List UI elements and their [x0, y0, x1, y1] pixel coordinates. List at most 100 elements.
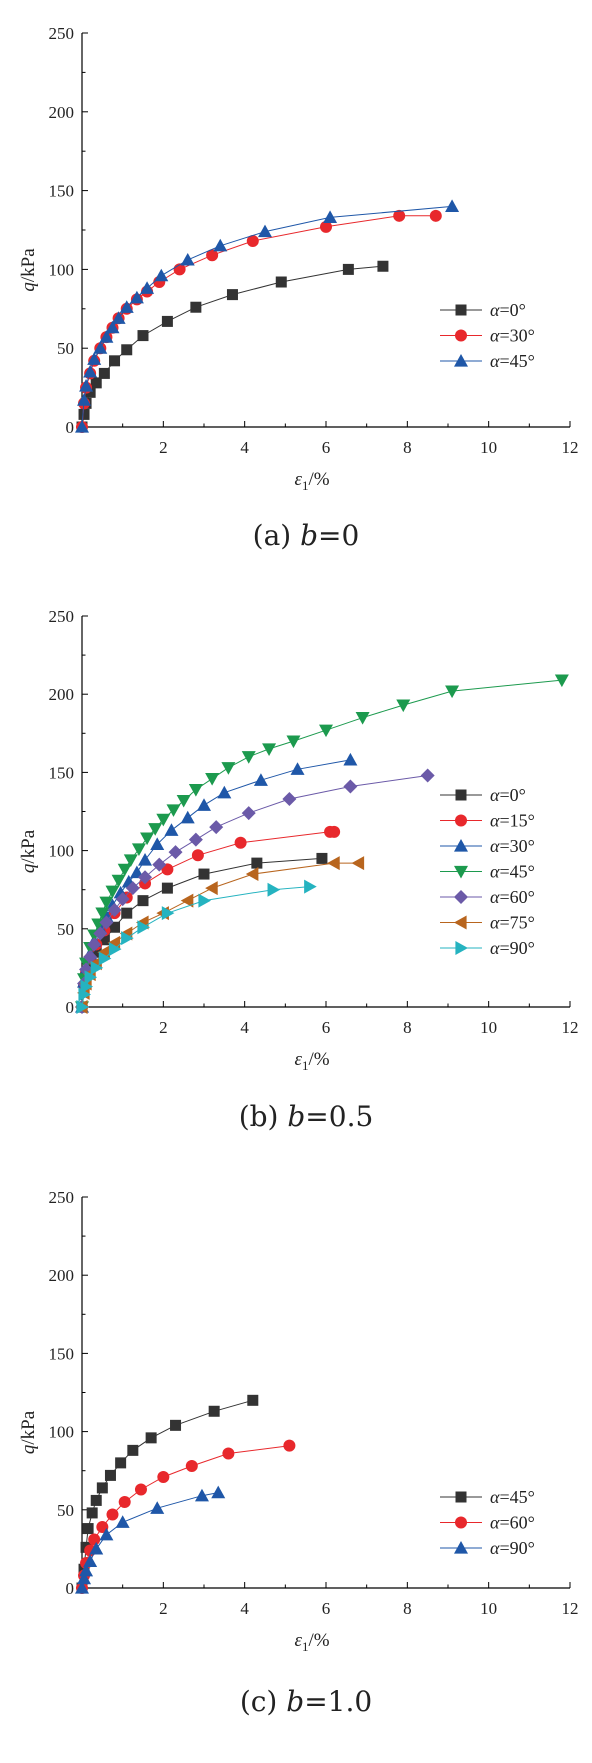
y-tick-label: 100: [49, 842, 75, 861]
data-point: [115, 1457, 127, 1469]
data-point: [137, 920, 150, 935]
x-tick-label: 8: [403, 1018, 412, 1037]
series-1: [76, 209, 442, 433]
data-point: [226, 289, 238, 301]
data-point: [241, 751, 256, 764]
data-point: [111, 874, 126, 888]
data-point: [105, 320, 120, 334]
data-point: [168, 845, 183, 860]
data-point: [76, 1000, 89, 1014]
data-point: [108, 942, 122, 957]
data-point: [90, 960, 104, 975]
y-tick-label: 0: [66, 1579, 75, 1598]
data-point: [78, 408, 90, 420]
data-point: [75, 420, 89, 433]
series-4: [75, 768, 435, 1014]
data-point: [245, 867, 259, 882]
data-point: [106, 1508, 119, 1521]
x-tick-label: 4: [240, 1599, 249, 1618]
series-6: [76, 879, 317, 1014]
y-tick-label: 50: [57, 1501, 74, 1520]
data-point: [396, 699, 411, 713]
data-point: [123, 854, 138, 867]
series-1: [76, 825, 341, 1013]
legend-label: α=0°: [490, 785, 526, 805]
legend-marker: [454, 1541, 468, 1554]
legend-marker: [455, 1516, 467, 1529]
y-tick-label: 250: [49, 1188, 75, 1207]
series-line: [81, 1399, 253, 1589]
data-point: [115, 892, 130, 907]
legend-label: α=45°: [490, 1487, 535, 1507]
y-tick-label: 200: [49, 1266, 75, 1285]
data-point: [258, 224, 272, 238]
data-point: [152, 857, 167, 872]
data-point: [197, 798, 211, 811]
data-point: [393, 209, 406, 222]
data-point: [377, 260, 389, 272]
data-point: [121, 344, 133, 356]
y-tick-label: 150: [49, 763, 75, 782]
data-point: [127, 1444, 139, 1456]
y-tick-label: 100: [49, 1423, 75, 1442]
data-point: [445, 685, 460, 699]
data-point: [87, 352, 102, 365]
legend-marker: [455, 814, 467, 827]
y-tick-label: 100: [49, 260, 75, 279]
data-point: [327, 856, 340, 871]
data-point: [198, 868, 210, 880]
data-point: [180, 252, 195, 266]
legend-label: α=75°: [490, 913, 535, 933]
data-point: [88, 1533, 101, 1546]
data-point: [319, 724, 333, 738]
data-point: [205, 773, 220, 786]
data-point: [86, 1507, 98, 1519]
legend-label: α=15°: [490, 811, 535, 831]
data-point: [209, 820, 224, 835]
data-point: [290, 762, 305, 775]
chart-panel-1: 0 50 100 150 200 250 2 4 6 8 10 12 ε1/% q/kPa α=0° α=15…: [18, 607, 579, 1133]
series-2: [75, 199, 460, 433]
y-tick-label: 150: [49, 1344, 75, 1363]
data-point: [131, 843, 146, 857]
data-point: [445, 199, 460, 212]
x-tick-label: 10: [480, 438, 497, 457]
x-axis-title: ε1/%: [294, 1049, 329, 1073]
legend-marker: [454, 890, 468, 904]
data-point: [75, 1581, 89, 1594]
data-point: [198, 893, 211, 908]
x-tick-label: 4: [240, 1018, 249, 1037]
legend-marker: [455, 304, 467, 316]
data-point: [247, 1394, 259, 1406]
data-point: [150, 837, 165, 850]
data-point: [121, 907, 133, 919]
data-point: [137, 330, 149, 342]
data-point: [89, 1541, 104, 1555]
data-point: [83, 364, 98, 378]
legend-marker: [455, 789, 467, 801]
y-tick-label: 250: [49, 24, 75, 43]
data-point: [211, 1485, 226, 1499]
legend-label: α=60°: [490, 887, 535, 907]
data-point: [156, 813, 171, 827]
data-point: [84, 970, 98, 985]
data-point: [275, 276, 287, 288]
data-point: [84, 386, 96, 398]
legend-marker: [455, 1491, 467, 1503]
y-tick-label: 0: [66, 998, 75, 1017]
x-tick-label: 12: [562, 1018, 579, 1037]
legend-marker: [454, 915, 467, 930]
y-axis-title: q/kPa: [18, 1410, 39, 1454]
legend-marker: [455, 941, 468, 955]
data-point: [188, 784, 203, 797]
data-point: [82, 1523, 94, 1535]
data-point: [166, 804, 181, 817]
series-2: [75, 1485, 226, 1594]
data-point: [170, 1419, 182, 1431]
x-tick-label: 10: [480, 1599, 497, 1618]
data-point: [164, 823, 179, 836]
data-point: [118, 1495, 131, 1508]
panel-caption: (c) b=1.0: [240, 1685, 372, 1718]
x-tick-label: 12: [562, 1599, 579, 1618]
data-point: [304, 879, 317, 894]
